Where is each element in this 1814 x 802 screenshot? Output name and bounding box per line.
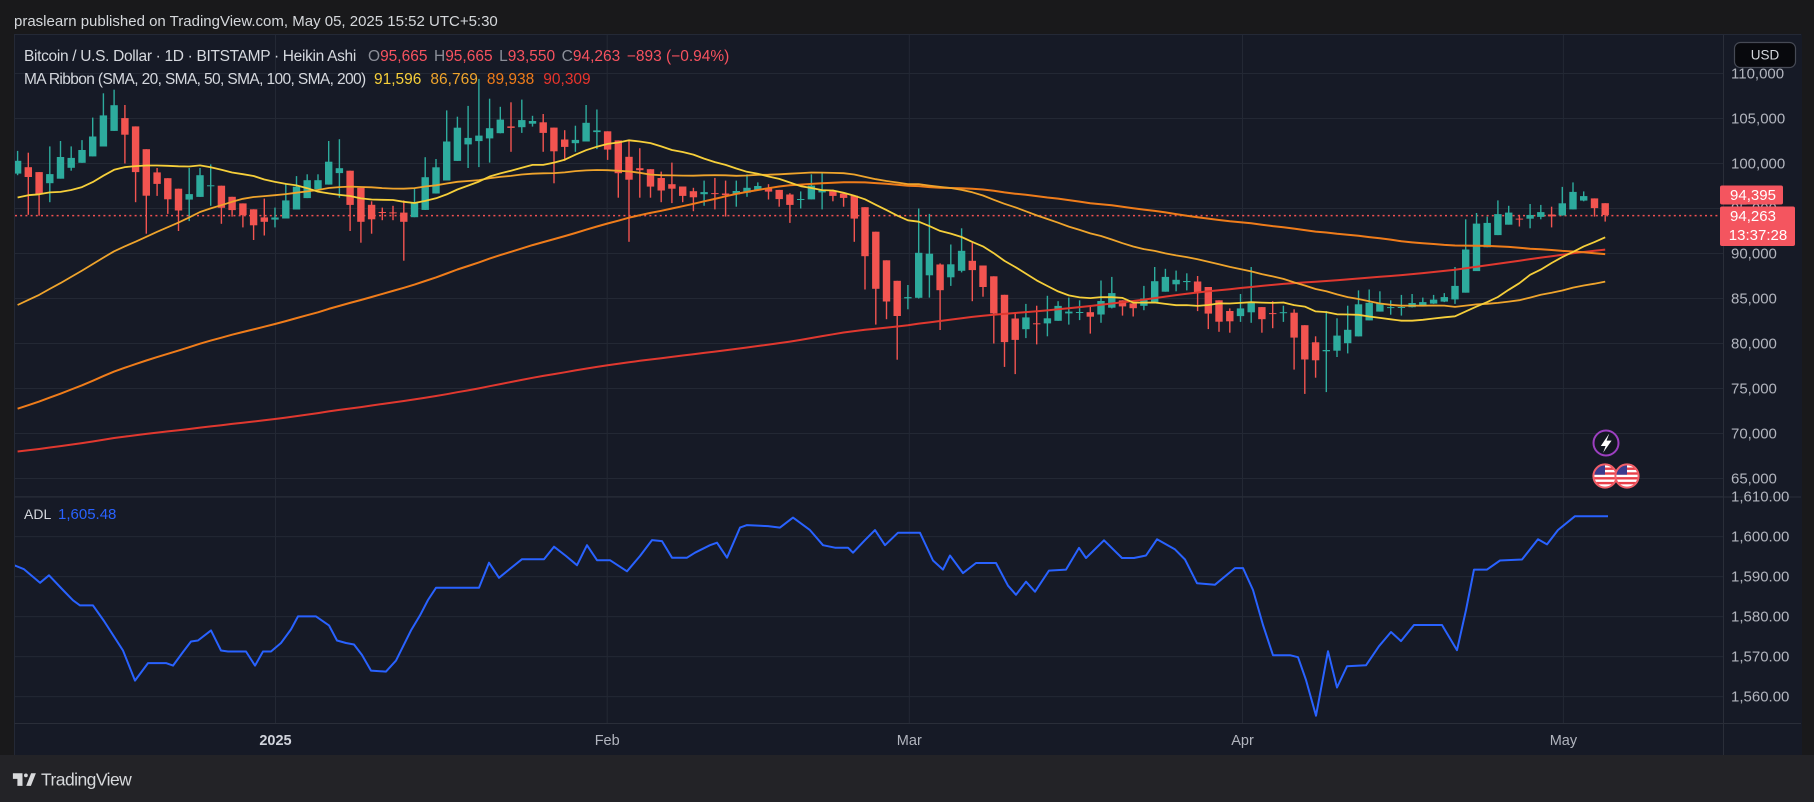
svg-text:105,000: 105,000 [1731,111,1785,128]
svg-text:13:37:28: 13:37:28 [1729,227,1787,244]
svg-text:1,590.00: 1,590.00 [1731,569,1789,586]
svg-text:75,000: 75,000 [1731,381,1777,398]
svg-text:TradingView: TradingView [41,770,132,790]
svg-text:May: May [1550,733,1578,749]
svg-text:Bitcoin / U.S. Dollar · 1D · B: Bitcoin / U.S. Dollar · 1D · BITSTAMP · … [24,48,356,65]
svg-text:65,000: 65,000 [1731,471,1777,488]
svg-text:110,000: 110,000 [1731,66,1784,83]
svg-text:1,610.00: 1,610.00 [1731,489,1789,506]
svg-text:1,560.00: 1,560.00 [1731,689,1789,706]
svg-text:MA Ribbon (SMA, 20, SMA, 50, S: MA Ribbon (SMA, 20, SMA, 50, SMA, 100, S… [24,71,366,88]
svg-text:USD: USD [1751,48,1780,63]
svg-text:1,605.48: 1,605.48 [58,506,116,523]
svg-text:1,600.00: 1,600.00 [1731,529,1789,546]
svg-text:Mar: Mar [897,733,922,749]
svg-text:praslearn published on Trading: praslearn published on TradingView.com, … [14,13,498,30]
svg-text:80,000: 80,000 [1731,336,1777,353]
svg-text:94,263: 94,263 [1730,208,1776,225]
svg-text:2025: 2025 [259,733,291,749]
svg-text:Apr: Apr [1231,733,1254,749]
svg-text:85,000: 85,000 [1731,291,1777,308]
svg-text:70,000: 70,000 [1731,426,1777,443]
svg-text:1,580.00: 1,580.00 [1731,609,1789,626]
svg-text:1,570.00: 1,570.00 [1731,649,1789,666]
svg-text:90,000: 90,000 [1731,246,1777,263]
svg-text:94,395: 94,395 [1730,187,1776,204]
svg-text:100,000: 100,000 [1731,156,1785,173]
svg-text:ADL: ADL [24,506,51,522]
svg-text:Feb: Feb [595,733,620,749]
